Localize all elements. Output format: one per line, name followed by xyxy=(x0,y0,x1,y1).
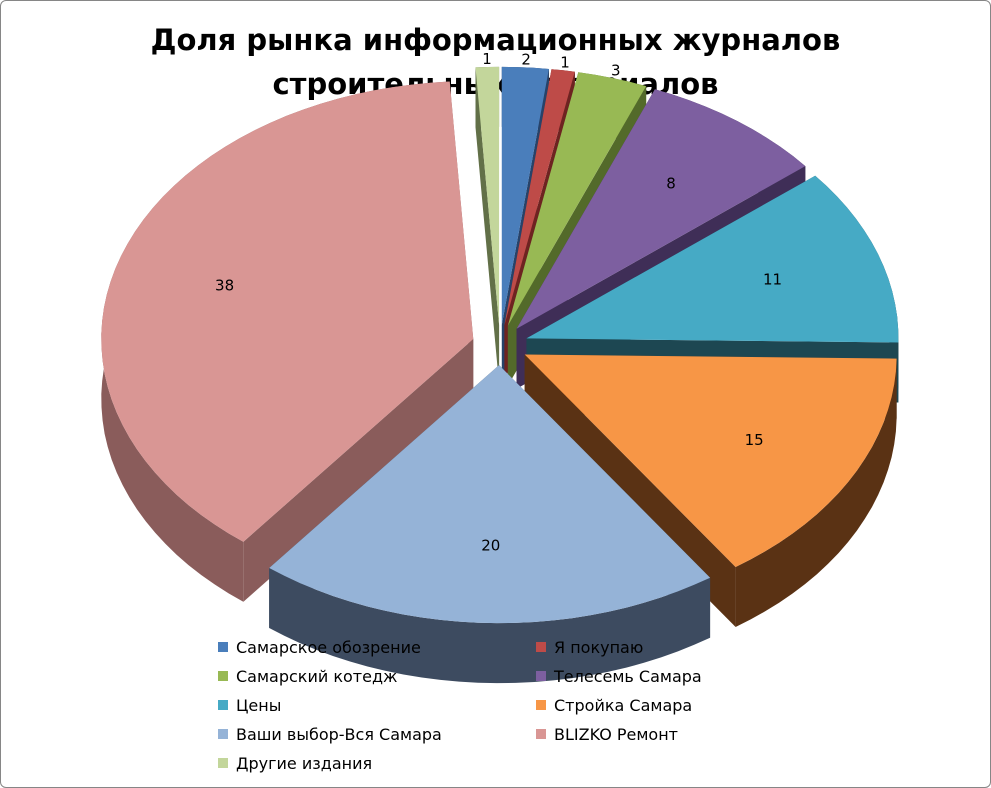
legend-label: Другие издания xyxy=(236,753,373,773)
legend-label: Стройка Самара xyxy=(554,695,693,715)
legend-label: Самарский котедж xyxy=(236,666,398,686)
legend-label: Я покупаю xyxy=(554,637,644,657)
legend-item: Цены xyxy=(218,694,536,716)
slice-4 xyxy=(526,175,899,343)
slice-1 xyxy=(504,69,575,326)
data-label-5: 15 xyxy=(745,431,764,449)
chart-title-line-1: Доля рынка информационных журналов xyxy=(150,23,841,57)
legend-swatch xyxy=(536,642,546,652)
legend-swatch xyxy=(536,671,546,681)
legend-swatch xyxy=(218,729,228,739)
legend-swatch xyxy=(218,671,228,681)
legend-item: Стройка Самара xyxy=(536,694,776,716)
legend-label: Ваши выбор-Вся Самара xyxy=(236,724,442,744)
data-label-4: 11 xyxy=(763,270,782,288)
legend-item: Другие издания xyxy=(218,752,536,774)
slice-wall-start-7 xyxy=(243,339,474,602)
legend-label: BLIZKO Ремонт xyxy=(554,724,678,744)
slice-0 xyxy=(501,66,549,325)
legend-item: Ваши выбор-Вся Самара xyxy=(218,723,536,745)
legend-swatch xyxy=(536,700,546,710)
legend-item: Я покупаю xyxy=(536,636,776,658)
data-label-2: 3 xyxy=(611,62,621,80)
legend-item: Телесемь Самара xyxy=(536,665,776,687)
legend-swatch xyxy=(536,729,546,739)
legend-label: Телесемь Самара xyxy=(554,666,702,686)
legend-label: Самарское обозрение xyxy=(236,637,421,657)
legend-swatch xyxy=(218,700,228,710)
legend-item: Самарский котедж xyxy=(218,665,536,687)
slice-outer-wall-6 xyxy=(269,568,711,684)
data-label-7: 38 xyxy=(215,276,234,294)
data-label-1: 1 xyxy=(560,54,570,72)
slice-7 xyxy=(101,81,474,542)
legend: Самарское обозрение Я покупаю Самарский ко… xyxy=(218,636,778,774)
legend-item: BLIZKO Ремонт xyxy=(536,723,776,745)
slice-outer-wall-5 xyxy=(735,358,897,627)
data-label-0: 2 xyxy=(521,51,531,69)
legend-item: Самарское обозрение xyxy=(218,636,536,658)
legend-label: Цены xyxy=(236,695,282,715)
slice-tops xyxy=(101,66,899,624)
data-label-3: 8 xyxy=(666,174,676,192)
legend-swatch xyxy=(218,758,228,768)
data-label-8: 1 xyxy=(482,50,492,68)
slice-8 xyxy=(475,66,500,325)
slice-wall-start-8 xyxy=(475,67,500,385)
slice-2 xyxy=(507,72,647,326)
legend-swatch xyxy=(218,642,228,652)
slice-3 xyxy=(516,89,806,329)
slice-6 xyxy=(269,365,711,624)
data-label-6: 20 xyxy=(481,537,500,555)
slice-5 xyxy=(524,354,897,567)
